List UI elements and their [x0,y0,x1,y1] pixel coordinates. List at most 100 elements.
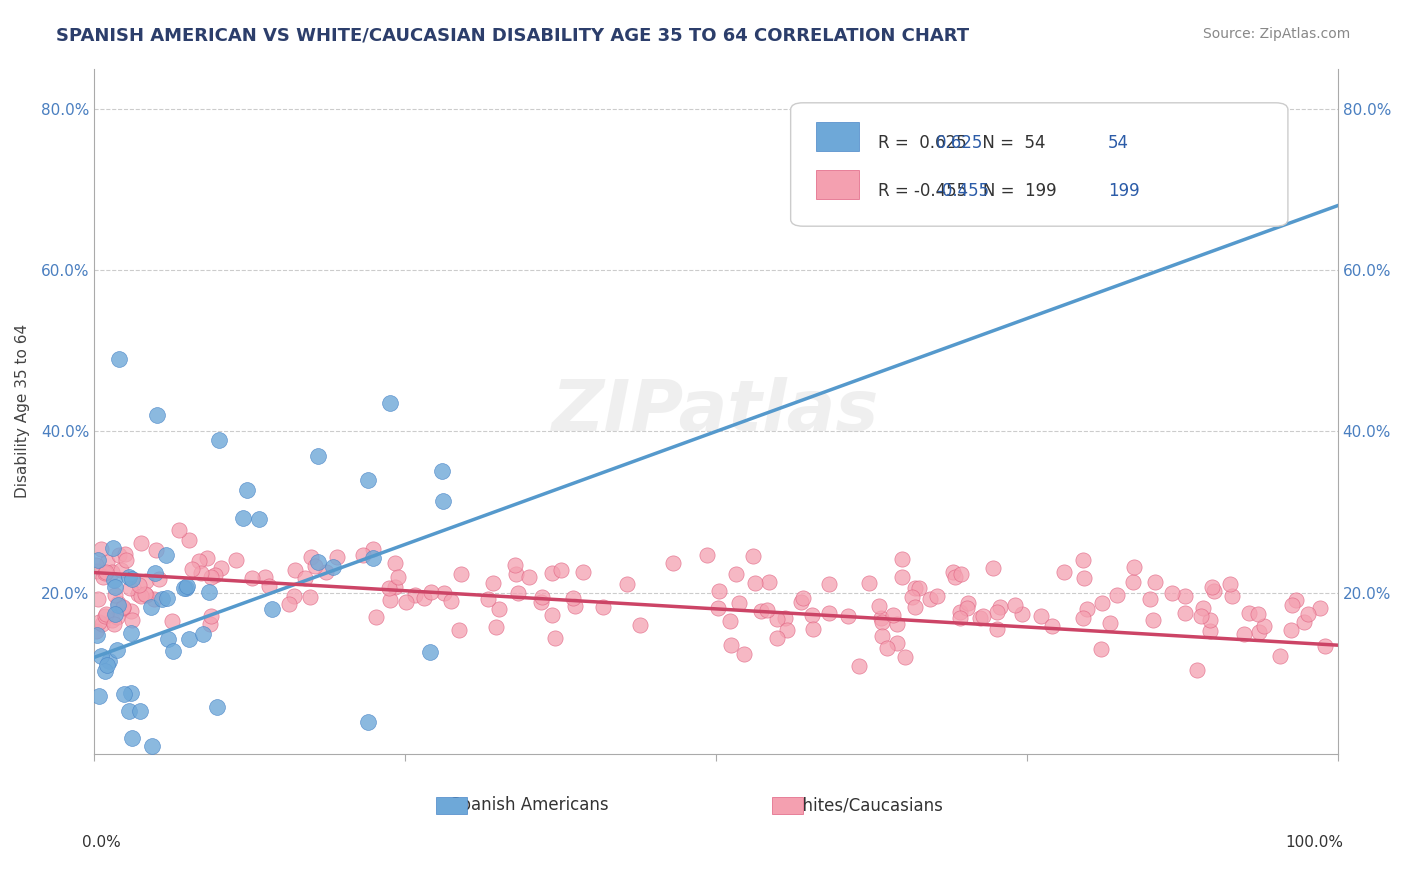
Point [107,599,129,613]
Point [108,351,131,366]
Point [1174,606,1197,620]
Point [1264,166,1286,180]
Point [1090,596,1112,610]
Point [118,704,141,718]
Point [378,581,401,595]
Point [869,611,891,625]
Point [562,591,585,606]
Point [86,591,108,606]
Point [488,602,510,616]
Point [891,551,914,566]
Point [93,665,115,679]
Point [530,594,553,608]
Point [242,571,264,585]
Point [1201,580,1223,594]
Point [278,597,301,611]
Point [304,559,326,574]
Point [173,581,195,595]
Point [148,573,170,587]
Point [198,585,221,599]
Point [540,566,562,580]
Point [1161,586,1184,600]
Point [387,570,409,584]
Point [361,542,384,557]
Point [564,599,586,613]
Point [720,638,742,652]
Point [167,523,190,537]
Point [205,700,228,714]
Point [155,548,177,562]
Point [848,658,870,673]
Point [508,586,530,600]
FancyBboxPatch shape [772,797,803,814]
Point [904,600,927,615]
Point [891,570,914,584]
Point [160,614,183,628]
Point [96,555,118,569]
Point [283,589,305,603]
Point [1187,663,1209,677]
Point [956,596,979,610]
Point [108,548,131,562]
Text: Whites/Caucasians: Whites/Caucasians [787,797,943,814]
Point [440,594,463,608]
Point [127,586,149,600]
Point [96,607,118,621]
Point [104,580,127,594]
Point [1233,627,1256,641]
Point [298,590,321,604]
Point [918,591,941,606]
Point [413,591,436,605]
Point [145,543,167,558]
Point [1247,607,1270,621]
Point [94,566,117,581]
Point [107,596,129,610]
Point [901,590,924,604]
Point [1099,615,1122,630]
Point [572,565,595,579]
Point [540,607,562,622]
Point [949,606,972,620]
Point [943,570,966,584]
FancyBboxPatch shape [790,103,1288,227]
Point [749,604,772,618]
Point [1174,589,1197,603]
Point [352,548,374,562]
Point [1315,640,1337,654]
Point [90,649,112,664]
Point [1053,565,1076,579]
Point [94,565,117,579]
Point [886,617,908,632]
Point [120,581,142,595]
Point [718,615,741,629]
Point [94,609,117,624]
Text: 54: 54 [1108,134,1129,152]
Point [725,567,748,582]
Y-axis label: Disability Age 35 to 64: Disability Age 35 to 64 [15,324,30,499]
Point [181,561,204,575]
Point [1237,606,1260,620]
Point [1309,600,1331,615]
Point [105,610,128,624]
Point [129,536,152,550]
Point [450,566,472,581]
Point [357,714,380,729]
Point [986,605,1008,619]
Point [120,686,142,700]
Text: 0.0%: 0.0% [82,836,121,850]
Point [432,494,454,508]
Point [177,632,200,647]
Point [120,604,142,618]
Point [100,565,122,579]
Point [162,643,184,657]
Point [1122,560,1144,574]
Point [1076,602,1098,616]
Point [1281,599,1303,613]
Point [886,636,908,650]
Text: ZIPatlas: ZIPatlas [553,376,880,446]
FancyBboxPatch shape [815,122,859,151]
Point [531,591,554,605]
Point [247,512,270,526]
Point [112,687,135,701]
Point [177,533,200,547]
